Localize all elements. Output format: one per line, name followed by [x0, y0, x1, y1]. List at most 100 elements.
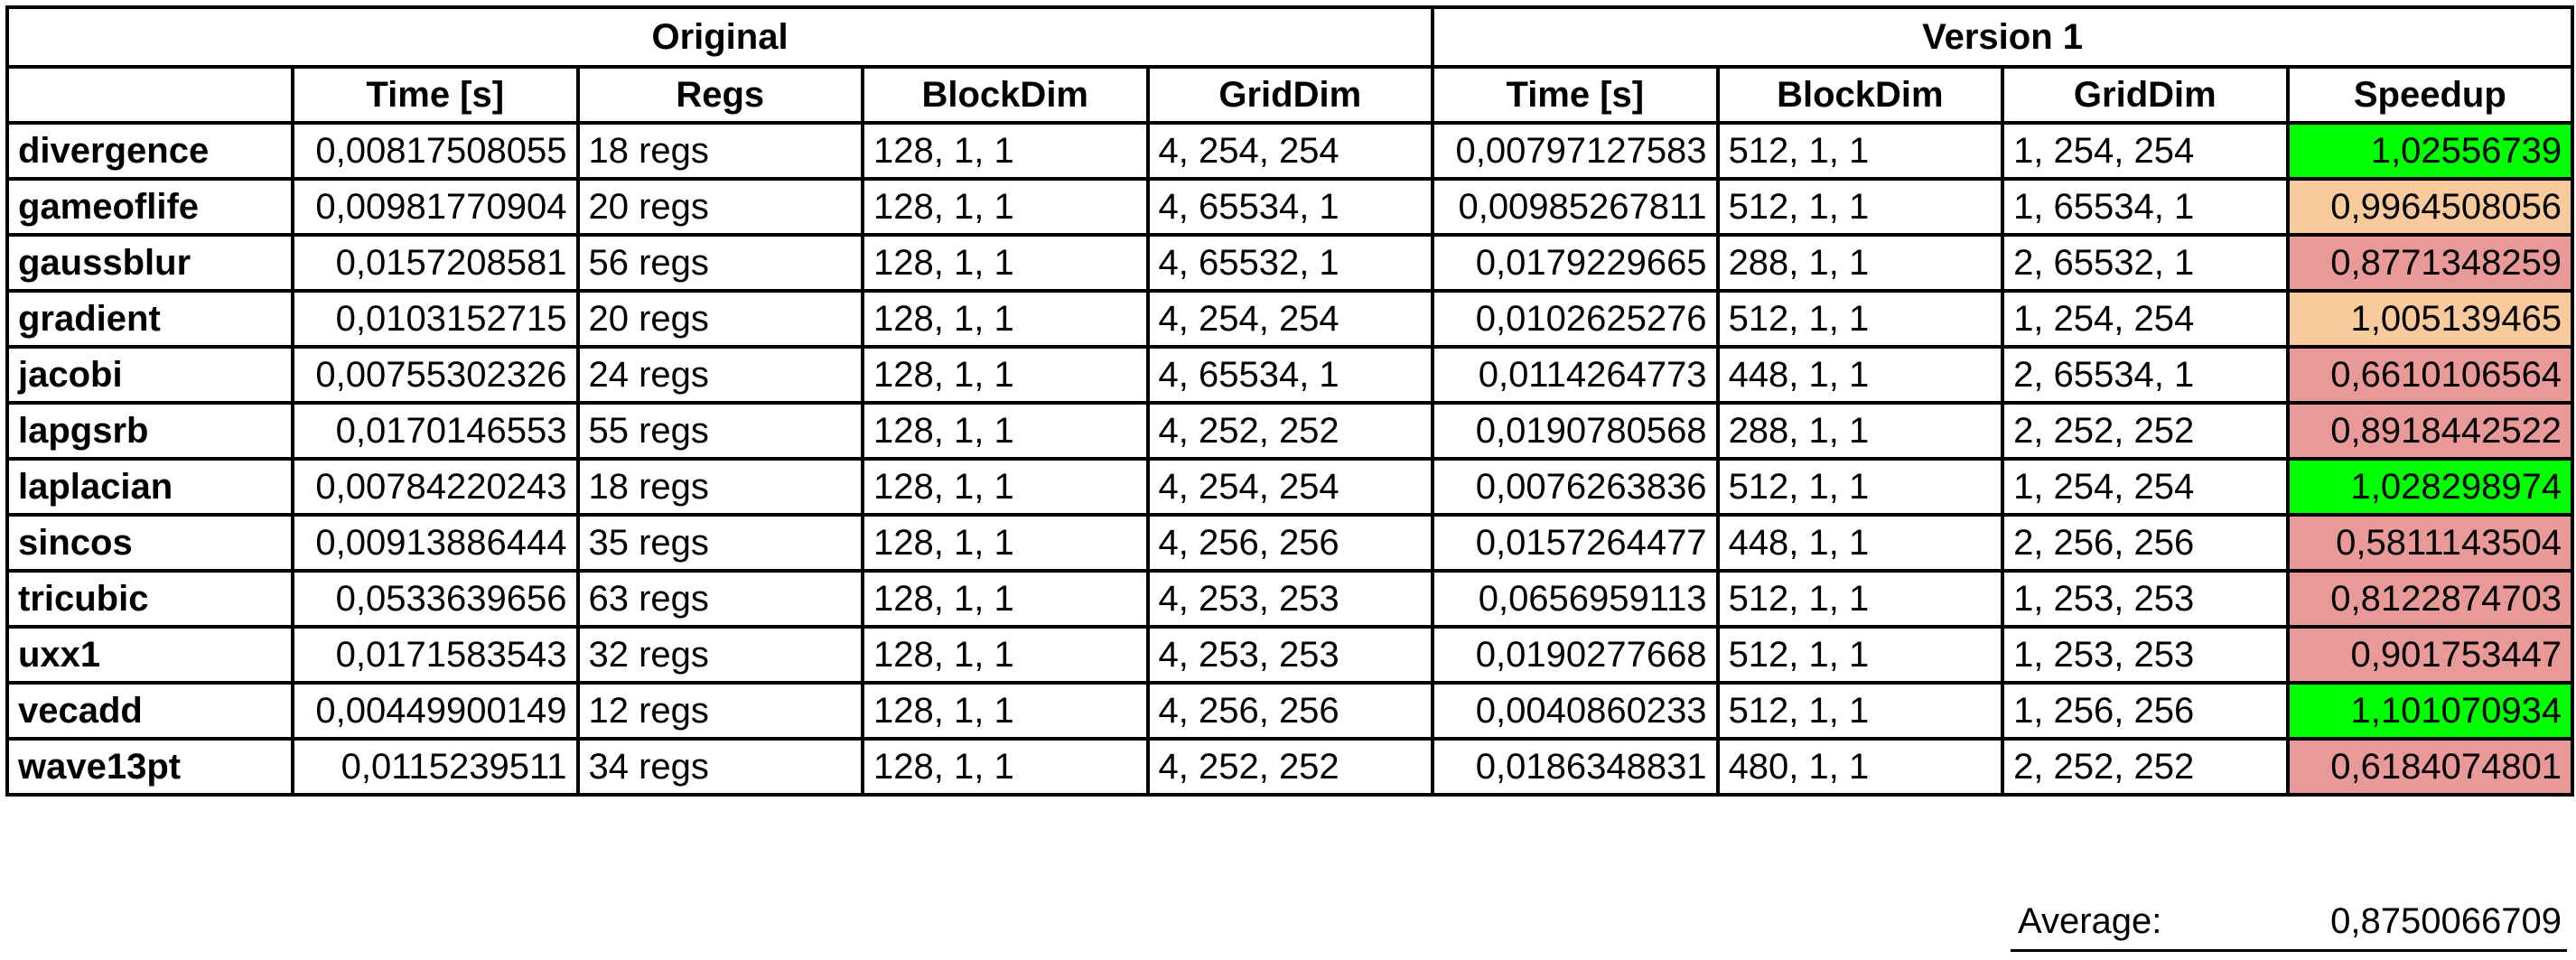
- cell-regs: 35 regs: [575, 513, 864, 573]
- cell-orig-griddim: 4, 254, 254: [1145, 121, 1435, 181]
- cell-regs: 18 regs: [575, 121, 864, 181]
- cell-orig-time: 0,00981770904: [291, 177, 580, 237]
- table-row: sincos 0,00913886444 35 regs 128, 1, 1 4, 25…: [5, 513, 2575, 573]
- cell-name: lapgsrb: [5, 401, 294, 461]
- cell-v1-time: 0,0190277668: [1431, 625, 1720, 685]
- group-header-original: Original: [5, 5, 1435, 69]
- cell-orig-griddim: 4, 252, 252: [1145, 401, 1435, 461]
- results-table: Original Version 1 Time [s] Regs BlockDi…: [5, 5, 2575, 797]
- cell-name: wave13pt: [5, 737, 294, 797]
- cell-name: uxx1: [5, 625, 294, 685]
- cell-speedup: 1,101070934: [2285, 681, 2575, 741]
- cell-name: gaussblur: [5, 233, 294, 293]
- column-header-name: [5, 65, 294, 125]
- cell-v1-time: 0,0076263836: [1431, 457, 1720, 517]
- cell-orig-blockdim: 128, 1, 1: [861, 233, 1150, 293]
- cell-regs: 63 regs: [575, 569, 864, 629]
- cell-name: vecadd: [5, 681, 294, 741]
- cell-v1-blockdim: 512, 1, 1: [1715, 177, 2005, 237]
- cell-v1-griddim: 2, 65532, 1: [2001, 233, 2290, 293]
- cell-v1-time: 0,0157264477: [1431, 513, 1720, 573]
- column-header-row: Time [s] Regs BlockDim GridDim Time [s] …: [5, 65, 2575, 125]
- cell-v1-time: 0,0190780568: [1431, 401, 1720, 461]
- cell-v1-time: 0,0114264773: [1431, 345, 1720, 405]
- cell-orig-griddim: 4, 65534, 1: [1145, 345, 1435, 405]
- cell-v1-blockdim: 480, 1, 1: [1715, 737, 2005, 797]
- cell-orig-time: 0,0533639656: [291, 569, 580, 629]
- cell-speedup: 0,8122874703: [2285, 569, 2575, 629]
- cell-v1-time: 0,0040860233: [1431, 681, 1720, 741]
- cell-v1-blockdim: 448, 1, 1: [1715, 345, 2005, 405]
- table-row: wave13pt 0,0115239511 34 regs 128, 1, 1 4, 2…: [5, 737, 2575, 797]
- cell-regs: 24 regs: [575, 345, 864, 405]
- cell-orig-blockdim: 128, 1, 1: [861, 625, 1150, 685]
- cell-orig-time: 0,00817508055: [291, 121, 580, 181]
- column-header-speedup: Speedup: [2285, 65, 2575, 125]
- cell-orig-time: 0,00755302326: [291, 345, 580, 405]
- group-header-version1: Version 1: [1431, 5, 2575, 69]
- cell-v1-blockdim: 448, 1, 1: [1715, 513, 2005, 573]
- cell-regs: 20 regs: [575, 289, 864, 349]
- cell-v1-time: 0,0102625276: [1431, 289, 1720, 349]
- cell-orig-griddim: 4, 252, 252: [1145, 737, 1435, 797]
- table-row: vecadd 0,00449900149 12 regs 128, 1, 1 4, 25…: [5, 681, 2575, 741]
- cell-orig-time: 0,00449900149: [291, 681, 580, 741]
- cell-v1-time: 0,0656959113: [1431, 569, 1720, 629]
- cell-speedup: 0,5811143504: [2285, 513, 2575, 573]
- cell-speedup: 0,8918442522: [2285, 401, 2575, 461]
- cell-orig-blockdim: 128, 1, 1: [861, 457, 1150, 517]
- cell-v1-blockdim: 512, 1, 1: [1715, 289, 2005, 349]
- cell-v1-time: 0,00985267811: [1431, 177, 1720, 237]
- cell-name: divergence: [5, 121, 294, 181]
- cell-v1-time: 0,0186348831: [1431, 737, 1720, 797]
- cell-v1-griddim: 1, 65534, 1: [2001, 177, 2290, 237]
- cell-regs: 34 regs: [575, 737, 864, 797]
- group-header-row: Original Version 1: [5, 5, 2575, 69]
- cell-orig-griddim: 4, 254, 254: [1145, 289, 1435, 349]
- cell-orig-time: 0,0157208581: [291, 233, 580, 293]
- cell-speedup: 1,005139465: [2285, 289, 2575, 349]
- cell-name: sincos: [5, 513, 294, 573]
- cell-orig-blockdim: 128, 1, 1: [861, 569, 1150, 629]
- average-label: Average:: [2018, 901, 2162, 941]
- cell-v1-griddim: 2, 252, 252: [2001, 401, 2290, 461]
- cell-name: gradient: [5, 289, 294, 349]
- table-row: laplacian 0,00784220243 18 regs 128, 1, 1 4,…: [5, 457, 2575, 517]
- cell-v1-griddim: 1, 253, 253: [2001, 625, 2290, 685]
- column-header-orig-time: Time [s]: [291, 65, 580, 125]
- cell-v1-blockdim: 288, 1, 1: [1715, 233, 2005, 293]
- cell-orig-blockdim: 128, 1, 1: [861, 681, 1150, 741]
- cell-speedup: 0,901753447: [2285, 625, 2575, 685]
- cell-v1-griddim: 1, 254, 254: [2001, 457, 2290, 517]
- cell-regs: 32 regs: [575, 625, 864, 685]
- average-summary: Average: 0,8750066709: [2011, 898, 2567, 952]
- cell-orig-griddim: 4, 256, 256: [1145, 513, 1435, 573]
- cell-v1-time: 0,00797127583: [1431, 121, 1720, 181]
- average-value: 0,8750066709: [2330, 901, 2562, 941]
- cell-orig-time: 0,0171583543: [291, 625, 580, 685]
- cell-orig-blockdim: 128, 1, 1: [861, 345, 1150, 405]
- cell-orig-time: 0,00784220243: [291, 457, 580, 517]
- cell-orig-time: 0,0115239511: [291, 737, 580, 797]
- table-row: lapgsrb 0,0170146553 55 regs 128, 1, 1 4, 25…: [5, 401, 2575, 461]
- cell-regs: 55 regs: [575, 401, 864, 461]
- cell-orig-blockdim: 128, 1, 1: [861, 401, 1150, 461]
- cell-v1-griddim: 1, 253, 253: [2001, 569, 2290, 629]
- cell-orig-griddim: 4, 253, 253: [1145, 625, 1435, 685]
- cell-v1-blockdim: 512, 1, 1: [1715, 457, 2005, 517]
- cell-speedup: 0,6610106564: [2285, 345, 2575, 405]
- cell-speedup: 0,9964508056: [2285, 177, 2575, 237]
- cell-v1-time: 0,0179229665: [1431, 233, 1720, 293]
- cell-orig-griddim: 4, 254, 254: [1145, 457, 1435, 517]
- table-row: gaussblur 0,0157208581 56 regs 128, 1, 1 4, …: [5, 233, 2575, 293]
- cell-orig-time: 0,0103152715: [291, 289, 580, 349]
- cell-v1-griddim: 1, 254, 254: [2001, 121, 2290, 181]
- cell-orig-blockdim: 128, 1, 1: [861, 289, 1150, 349]
- cell-orig-time: 0,00913886444: [291, 513, 580, 573]
- cell-orig-blockdim: 128, 1, 1: [861, 177, 1150, 237]
- cell-v1-griddim: 1, 256, 256: [2001, 681, 2290, 741]
- cell-v1-blockdim: 512, 1, 1: [1715, 681, 2005, 741]
